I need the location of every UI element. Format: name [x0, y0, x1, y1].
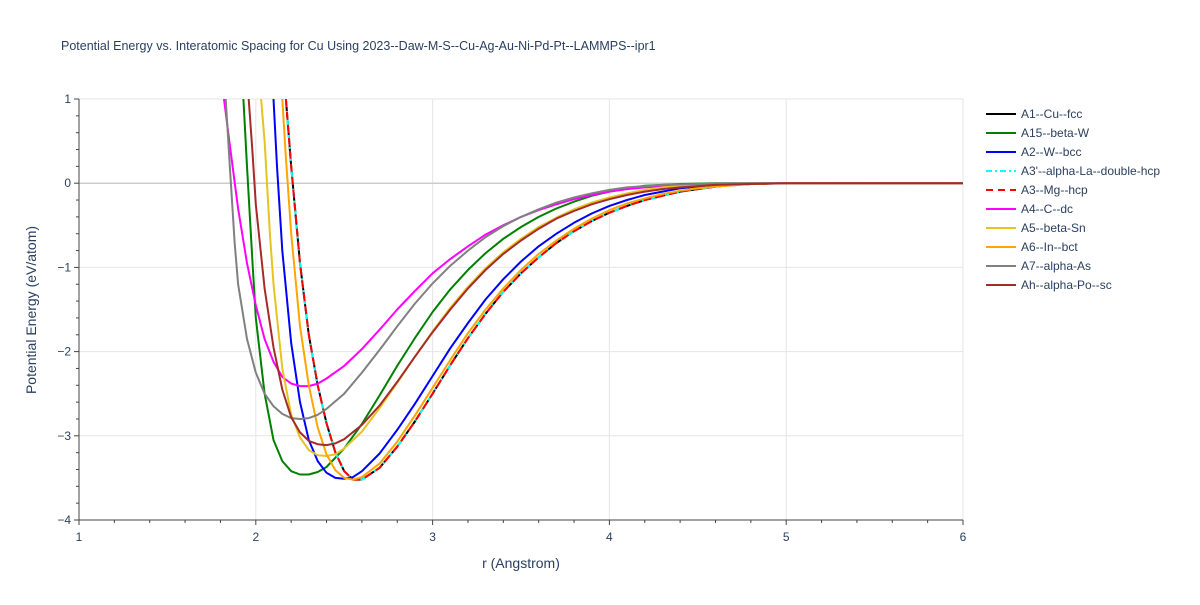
legend-label: A3'--alpha-La--double-hcp — [1021, 164, 1160, 178]
legend: A1--Cu--fcc A15--beta-W A2--W--bcc A3'--alp… — [986, 107, 1160, 292]
legend-label: A4--C--dc — [1021, 202, 1073, 216]
y-tick-label: −2 — [57, 345, 71, 359]
legend-label: Ah--alpha-Po--sc — [1021, 278, 1112, 292]
legend-item[interactable]: A3'--alpha-La--double-hcp — [986, 164, 1160, 178]
x-tick-label: 1 — [76, 530, 83, 544]
series-line-3 — [272, 99, 963, 480]
tick-labels: 1 2 3 4 5 6 1 0 −1 −2 −3 −4 — [57, 92, 966, 544]
y-tick-label: −4 — [57, 513, 71, 527]
legend-label: A2--W--bcc — [1021, 145, 1081, 159]
x-tick-label: 2 — [252, 530, 259, 544]
legend-label: A6--In--bct — [1021, 240, 1078, 254]
legend-item[interactable]: A5--beta-Sn — [986, 221, 1086, 235]
series-line-5 — [284, 99, 963, 481]
series-line-6 — [223, 99, 963, 388]
series-line-2 — [242, 99, 963, 476]
legend-item[interactable]: A7--alpha-As — [986, 259, 1091, 273]
series-lines — [223, 99, 963, 481]
legend-item[interactable]: A4--C--dc — [986, 202, 1073, 216]
legend-label: A15--beta-W — [1021, 126, 1090, 140]
legend-item[interactable]: A6--In--bct — [986, 240, 1078, 254]
legend-item[interactable]: A3--Mg--hcp — [986, 183, 1088, 197]
series-line-1 — [284, 99, 963, 481]
series-line-8 — [281, 99, 963, 481]
series-line-10 — [247, 99, 963, 447]
grid-lines — [79, 98, 964, 520]
x-axis-title: r (Angstrom) — [482, 555, 560, 571]
x-tick-label: 3 — [429, 530, 436, 544]
chart-title: Potential Energy vs. Interatomic Spacing… — [61, 39, 656, 53]
y-tick-label: −3 — [57, 429, 71, 443]
legend-label: A7--alpha-As — [1021, 259, 1091, 273]
x-tick-label: 5 — [783, 530, 790, 544]
y-tick-label: −1 — [57, 260, 71, 274]
x-tick-label: 4 — [606, 530, 613, 544]
series-line-7 — [260, 99, 963, 457]
legend-item[interactable]: A15--beta-W — [986, 126, 1090, 140]
legend-label: A5--beta-Sn — [1021, 221, 1086, 235]
y-axis-title: Potential Energy (eV/atom) — [23, 226, 39, 394]
legend-label: A1--Cu--fcc — [1021, 107, 1082, 121]
legend-item[interactable]: A2--W--bcc — [986, 145, 1081, 159]
y-tick-label: 1 — [64, 92, 71, 106]
legend-item[interactable]: Ah--alpha-Po--sc — [986, 278, 1112, 292]
axes — [74, 98, 964, 525]
legend-item[interactable]: A1--Cu--fcc — [986, 107, 1082, 121]
y-tick-label: 0 — [64, 176, 71, 190]
series-line-9 — [224, 99, 963, 420]
series-line-4 — [284, 99, 963, 481]
x-tick-label: 6 — [960, 530, 967, 544]
legend-label: A3--Mg--hcp — [1021, 183, 1088, 197]
